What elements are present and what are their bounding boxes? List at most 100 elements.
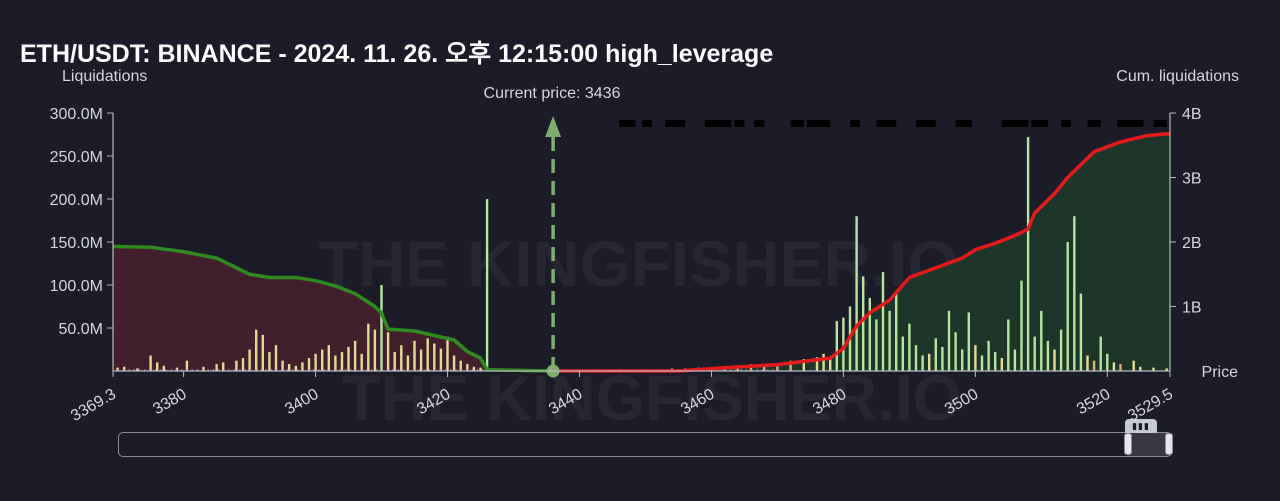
liquidation-bar — [987, 340, 990, 371]
liquidation-bar — [855, 216, 858, 371]
liquidation-bar — [186, 369, 188, 371]
scrollbar-grip-icon[interactable]: ▮▮▮ — [1125, 419, 1157, 433]
liquidation-bar — [745, 369, 748, 371]
liquidation-bar — [318, 369, 320, 371]
liquidation-bar — [407, 369, 410, 371]
upper-dash-mark — [1117, 120, 1144, 127]
upper-dash-mark — [734, 120, 745, 127]
watermark-text-upper: THE KINGFISHER.IO — [318, 228, 958, 300]
liquidation-bar — [133, 369, 135, 371]
liquidation-bar — [367, 323, 370, 371]
liquidation-bar — [159, 369, 162, 371]
liquidation-bar — [156, 362, 159, 371]
liquidation-bar — [207, 369, 209, 371]
liquidation-bar — [400, 345, 403, 371]
liquidation-bar — [822, 353, 825, 371]
liquidation-bar — [452, 355, 456, 371]
liquidation-bar — [222, 362, 225, 371]
liquidation-bar — [967, 312, 970, 371]
liquidation-bar — [868, 297, 871, 371]
liquidation-bar — [381, 369, 383, 371]
chart-title: ETH/USDT: BINANCE - 2024. 11. 26. 오후 12:… — [20, 40, 774, 68]
liquidation-bar — [1053, 349, 1056, 371]
liquidation-bar — [217, 369, 220, 371]
liquidation-bar — [144, 369, 146, 371]
x-tick-label: 3400 — [282, 386, 321, 419]
liquidation-bar — [393, 352, 396, 371]
current-price-label: Current price: 3436 — [484, 85, 621, 102]
liquidation-bar — [1106, 353, 1109, 371]
liquidation-bar — [254, 369, 257, 371]
y-tick-label: 50.0M — [59, 321, 103, 338]
upper-dash-mark — [754, 120, 765, 127]
scrollbar-window[interactable] — [1127, 433, 1171, 456]
liquidation-bar — [928, 353, 931, 371]
y-tick-label: 200.0M — [50, 192, 103, 209]
liquidation-bar — [466, 369, 468, 371]
liquidation-bar — [233, 369, 236, 371]
upper-dash-mark — [642, 120, 653, 127]
liquidation-bar — [255, 329, 258, 371]
scrollbar-right-handle[interactable] — [1165, 433, 1173, 455]
liquidation-bar — [312, 369, 315, 371]
liquidation-bar — [323, 369, 325, 371]
liquidation-bar — [1099, 336, 1102, 371]
liquidation-bar — [980, 355, 984, 371]
liquidation-bar — [334, 369, 336, 371]
upper-dashes — [619, 120, 1167, 127]
liquidation-bar — [223, 369, 225, 371]
y2-tick-label: 4B — [1182, 106, 1202, 123]
liquidation-bar — [301, 362, 304, 371]
long-cumulative-area — [553, 133, 1170, 371]
long-cumulative-line — [553, 131, 1171, 373]
liquidation-bar — [914, 345, 918, 371]
liquidation-bars — [116, 137, 1168, 371]
liquidation-bar — [1139, 366, 1142, 371]
liquidation-bar — [719, 369, 721, 371]
liquidation-bar — [302, 369, 304, 371]
scrollbar-left-handle[interactable] — [1124, 433, 1132, 455]
liquidation-bar — [1112, 362, 1116, 371]
liquidation-bar — [1033, 336, 1036, 371]
liquidation-bar — [446, 336, 449, 371]
range-scrollbar[interactable] — [118, 432, 1172, 457]
liquidation-bar — [344, 369, 347, 371]
liquidation-bar — [260, 369, 262, 371]
liquidation-bar — [724, 369, 727, 371]
liquidation-bar — [241, 358, 245, 371]
upper-dash-mark — [916, 120, 936, 127]
liquidation-bar — [1020, 280, 1023, 371]
liquidation-bar — [439, 369, 442, 371]
liquidation-bar — [181, 369, 183, 371]
upper-dash-mark — [619, 120, 636, 127]
liquidation-bar — [1073, 216, 1076, 371]
cumulative-lines — [112, 131, 1171, 373]
liquidation-bar — [842, 317, 845, 371]
liquidation-bar — [829, 358, 832, 371]
upper-dash-mark — [955, 120, 973, 127]
x-tick-label: 3380 — [150, 386, 189, 419]
liquidation-bar — [459, 360, 462, 371]
y-tick-label: 100.0M — [50, 278, 103, 295]
liquidation-bar — [154, 369, 157, 371]
liquidation-bar — [921, 355, 924, 371]
upper-dash-mark — [790, 120, 804, 127]
liquidation-bar — [406, 355, 410, 371]
liquidation-bar — [1040, 310, 1043, 371]
liquidation-bar — [1000, 358, 1003, 371]
short-cumulative-area — [113, 246, 554, 371]
liquidation-bar — [340, 352, 344, 371]
liquidation-bar — [268, 352, 271, 371]
liquidation-bar — [1013, 349, 1017, 371]
liquidation-bar — [789, 360, 792, 371]
liquidation-bar — [772, 369, 774, 371]
liquidation-bar — [433, 343, 436, 371]
liquidation-bar — [1059, 329, 1063, 371]
liquidation-bar — [908, 323, 911, 371]
liquidation-bar — [994, 352, 997, 371]
upper-dash-mark — [876, 120, 897, 127]
liquidation-bar — [334, 355, 337, 371]
liquidation-bar — [776, 363, 779, 371]
liquidation-bar — [392, 369, 394, 371]
